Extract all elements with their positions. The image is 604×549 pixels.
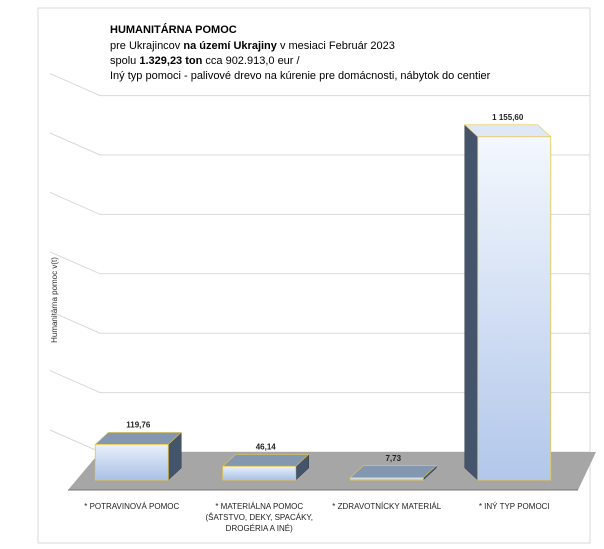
x-tick-label: * INÝ TYP POMOCI	[478, 502, 550, 511]
bar-top	[94, 432, 183, 445]
subtitle-run: 1.329,23 ton	[139, 55, 202, 67]
bar-front	[349, 477, 424, 481]
chart-title: HUMANITÁRNA POMOC	[110, 23, 237, 36]
grid-line	[49, 310, 590, 334]
bar-front	[222, 465, 297, 481]
floor	[68, 452, 596, 490]
x-tick-label: * ZDRAVOTNÍCKY MATERIÁL	[332, 502, 442, 511]
subtitle: pre Ukrajincov na území Ukrajiny v mesia…	[110, 40, 491, 82]
subtitle-line: pre Ukrajincov na území Ukrajiny v mesia…	[110, 40, 395, 52]
grid-line	[49, 191, 590, 215]
bar-front	[94, 444, 169, 481]
x-tick-label: * POTRAVINOVÁ POMOC	[84, 502, 180, 511]
bar-top	[349, 465, 438, 479]
subtitle-line: Iný typ pomoci - palivové drevo na kúren…	[110, 70, 491, 82]
bar	[463, 124, 552, 481]
grid-line	[49, 251, 590, 275]
data-label: 1 155,60	[492, 113, 524, 122]
grid-line	[49, 73, 590, 97]
grid-line	[49, 132, 590, 156]
subtitle-line: spolu 1.329,23 ton cca 902.913,0 eur /	[110, 55, 301, 67]
y-axis-label: Humanitárna pomoc v(t)	[50, 257, 59, 343]
subtitle-run: v mesiaci Február 2023	[277, 40, 395, 52]
x-tick-label: * MATERIÁLNA POMOC (ŠATSTVO, DEKY, SPACÁ…	[205, 502, 313, 533]
data-label: 119,76	[126, 421, 151, 430]
grid-line	[49, 370, 590, 394]
bar	[94, 431, 183, 481]
subtitle-run: na území Ukrajiny	[183, 40, 277, 52]
data-label: 46,14	[256, 442, 277, 451]
bar-top	[221, 453, 310, 467]
subtitle-run: spolu	[110, 55, 139, 67]
bar-top	[463, 124, 552, 138]
bar	[221, 453, 310, 481]
subtitle-run: Iný typ pomoci - palivové drevo na kúren…	[110, 70, 491, 82]
bar-side	[464, 124, 478, 481]
bar-front	[477, 136, 552, 481]
bar	[349, 465, 438, 481]
subtitle-run: pre Ukrajincov	[110, 40, 183, 52]
subtitle-run: cca 902.913,0 eur /	[202, 55, 300, 67]
data-label: 7,73	[385, 454, 401, 463]
